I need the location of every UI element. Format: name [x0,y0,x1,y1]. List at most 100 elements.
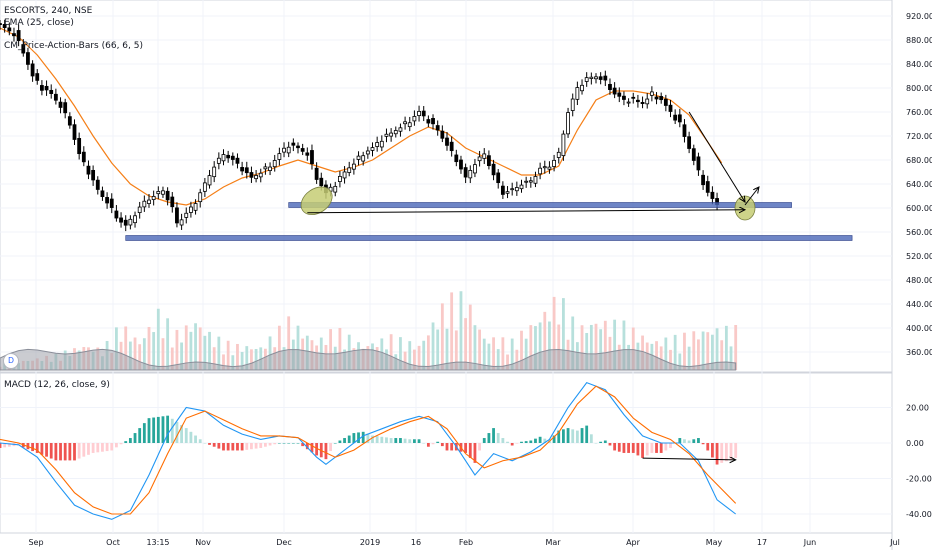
macd-histogram-bar [291,443,295,444]
price-axis[interactable]: 360.00 400.00 440.00 480.00 520.00 560.00 600.… [906,12,932,519]
volume-bar [589,324,593,370]
candle-body [282,147,286,153]
ema-legend[interactable]: EMA (25, close) [4,18,74,28]
candle-body [109,198,114,208]
candle-body [612,87,617,95]
macd-tick-label: 0.00 [906,439,924,448]
volume-bar [152,332,156,370]
candle-body [473,164,477,174]
macd-histogram-bar [706,443,710,451]
candle-body [407,122,412,128]
candle-body [710,191,715,199]
macd-histogram-bar [603,440,607,443]
candle-body [53,93,58,101]
candle-body [482,153,487,159]
macd-histogram-bar [63,443,67,461]
time-axis[interactable]: Sep Oct 13:15 Nov Dec 2019 16 Feb Mar Apr May 17 Jun… [28,538,899,547]
macd-histogram-bar [54,443,58,461]
support-band-upper [288,202,792,208]
price-tick-label: 560.00 [906,228,932,237]
macd-histogram-bar [124,441,128,443]
candle-body [26,52,30,65]
macd-histogram-bar [254,443,258,449]
volume-bar [557,324,561,370]
candle-body [459,159,463,170]
macd-histogram-bar [226,443,230,451]
macd-histogram-bar [296,443,300,444]
time-tick-label: 16 [411,538,421,547]
time-tick-label: 17 [757,538,767,547]
time-tick-label: Nov [195,538,211,547]
price-tick-label: 640.00 [906,180,932,189]
price-tick-label: 920.00 [906,12,932,21]
macd-histogram-bar [715,443,719,465]
price-tick-label: 720.00 [906,132,932,141]
macd-histogram-bar [147,418,151,443]
candle-body [412,116,417,122]
volume-bar [692,331,696,370]
candle-body [16,30,21,42]
macd-histogram-bar [622,443,626,453]
volume-bar [468,304,472,370]
macd-histogram-bar [31,443,34,452]
macd-histogram-bar [506,441,509,443]
candle-body [268,166,272,171]
candle-body [696,156,701,171]
candle-body [40,85,44,91]
macd-histogram-bar [566,428,570,443]
volume-bar [529,325,533,370]
volume-bar [706,332,710,370]
macd-histogram-bar [492,428,495,443]
macd-histogram-bar [724,443,728,462]
macd-histogram-bar [273,443,277,445]
macd-histogram-bar [445,443,449,451]
candle-body [207,175,212,186]
macd-histogram-bar [389,438,393,443]
volume-bar [431,322,435,370]
time-tick-label: Oct [106,538,120,547]
volume-bar [403,351,407,370]
volume-bar [399,337,402,370]
macd-legend[interactable]: MACD (12, 26, close, 9) [4,380,110,390]
macd-histogram-bar [73,443,76,461]
macd-histogram-bar [222,443,225,451]
macd-histogram-bar [245,443,249,450]
candle-body [161,190,165,195]
candle-body [654,96,659,100]
macd-tick-label: 20.00 [906,404,929,413]
macd-histogram-bar [357,432,360,443]
volume-bar [454,330,458,370]
candle-body [379,140,384,148]
macd-histogram-bar [711,443,714,458]
volume-badge[interactable]: D [3,353,19,369]
macd-annotation-arrow [642,458,736,460]
macd-histogram-bar [110,443,114,451]
macd-histogram-bar [35,443,39,453]
ema-path [0,27,723,206]
candle-body [510,188,515,191]
volume-bar [711,334,714,370]
price-action-legend[interactable]: CM_Price-Action-Bars (66, 6, 5) [4,41,143,51]
macd-histogram-bar [413,439,416,443]
highlight-ellipse-left [300,186,333,216]
candle-body [258,172,263,178]
candle-body [263,166,268,170]
candle-body [640,102,645,105]
macd-histogram-bar [701,443,705,445]
candle-body [244,167,249,174]
macd-histogram-bar [627,443,630,453]
volume-bar [217,336,221,370]
macd-histogram-bar [431,443,435,445]
volume-bar [170,347,174,370]
macd-histogram-bar [394,438,398,443]
candle-body [649,91,654,96]
macd-histogram-bar [338,440,342,443]
price-tick-label: 680.00 [906,156,932,165]
volume-bar [296,325,300,370]
candle-body [91,169,96,181]
macd-histogram-bar [687,440,691,443]
macd-histogram-bar [422,443,426,444]
candle-body [361,155,366,162]
macd-histogram-bar [538,436,542,443]
